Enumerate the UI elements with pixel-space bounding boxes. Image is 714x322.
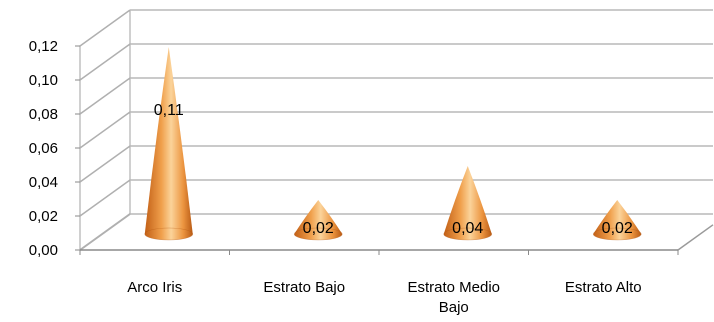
gridline-side — [79, 9, 131, 47]
cone-2 — [293, 200, 343, 241]
y-tick-label: 0,06 — [29, 140, 58, 157]
cone-base — [592, 227, 642, 241]
category-label: Estrato Medio — [407, 279, 500, 296]
floor-right-edge — [677, 224, 714, 251]
gridline-side — [79, 77, 131, 115]
data-label: 0,11 — [154, 102, 184, 119]
category-label: Estrato Alto — [565, 279, 642, 296]
cone-series — [144, 47, 642, 241]
category-label: Estrato Bajo — [263, 279, 345, 296]
cone-1 — [144, 47, 194, 241]
cone-base — [443, 227, 493, 241]
cone-4 — [592, 200, 642, 241]
gridlines — [79, 9, 713, 255]
cone-body — [443, 166, 492, 240]
cone-body — [294, 200, 343, 240]
x-axis-categories: Arco Iris Estrato Bajo Estrato Medio Bajo Es… — [127, 279, 641, 316]
y-tick-label: 0,08 — [29, 106, 58, 123]
cone-body — [144, 47, 193, 240]
data-label: 0,02 — [303, 220, 334, 237]
cone-body — [593, 200, 642, 240]
y-tick-label: 0,04 — [29, 174, 58, 191]
y-tick-label: 0,12 — [29, 38, 58, 55]
y-tick-label: 0,02 — [29, 208, 58, 225]
data-label: 0,02 — [602, 220, 633, 237]
data-label: 0,04 — [452, 220, 483, 237]
gridline-side — [79, 213, 131, 251]
data-labels: 0,11 0,02 0,04 0,02 — [154, 102, 633, 237]
y-tick-label: 0,00 — [29, 242, 58, 259]
category-label: Arco Iris — [127, 279, 182, 296]
gridline-side — [79, 111, 131, 149]
y-axis-ticks: 0,00 0,02 0,04 0,06 0,08 0,10 0,12 — [29, 38, 80, 259]
gridline-side — [79, 43, 131, 81]
y-tick-label: 0,10 — [29, 72, 58, 89]
cone-3 — [443, 166, 493, 241]
category-label: Bajo — [439, 299, 469, 316]
gridline-side — [79, 145, 131, 183]
cone-base — [293, 227, 343, 241]
gridline-side — [79, 179, 131, 217]
cone-base — [144, 227, 194, 241]
